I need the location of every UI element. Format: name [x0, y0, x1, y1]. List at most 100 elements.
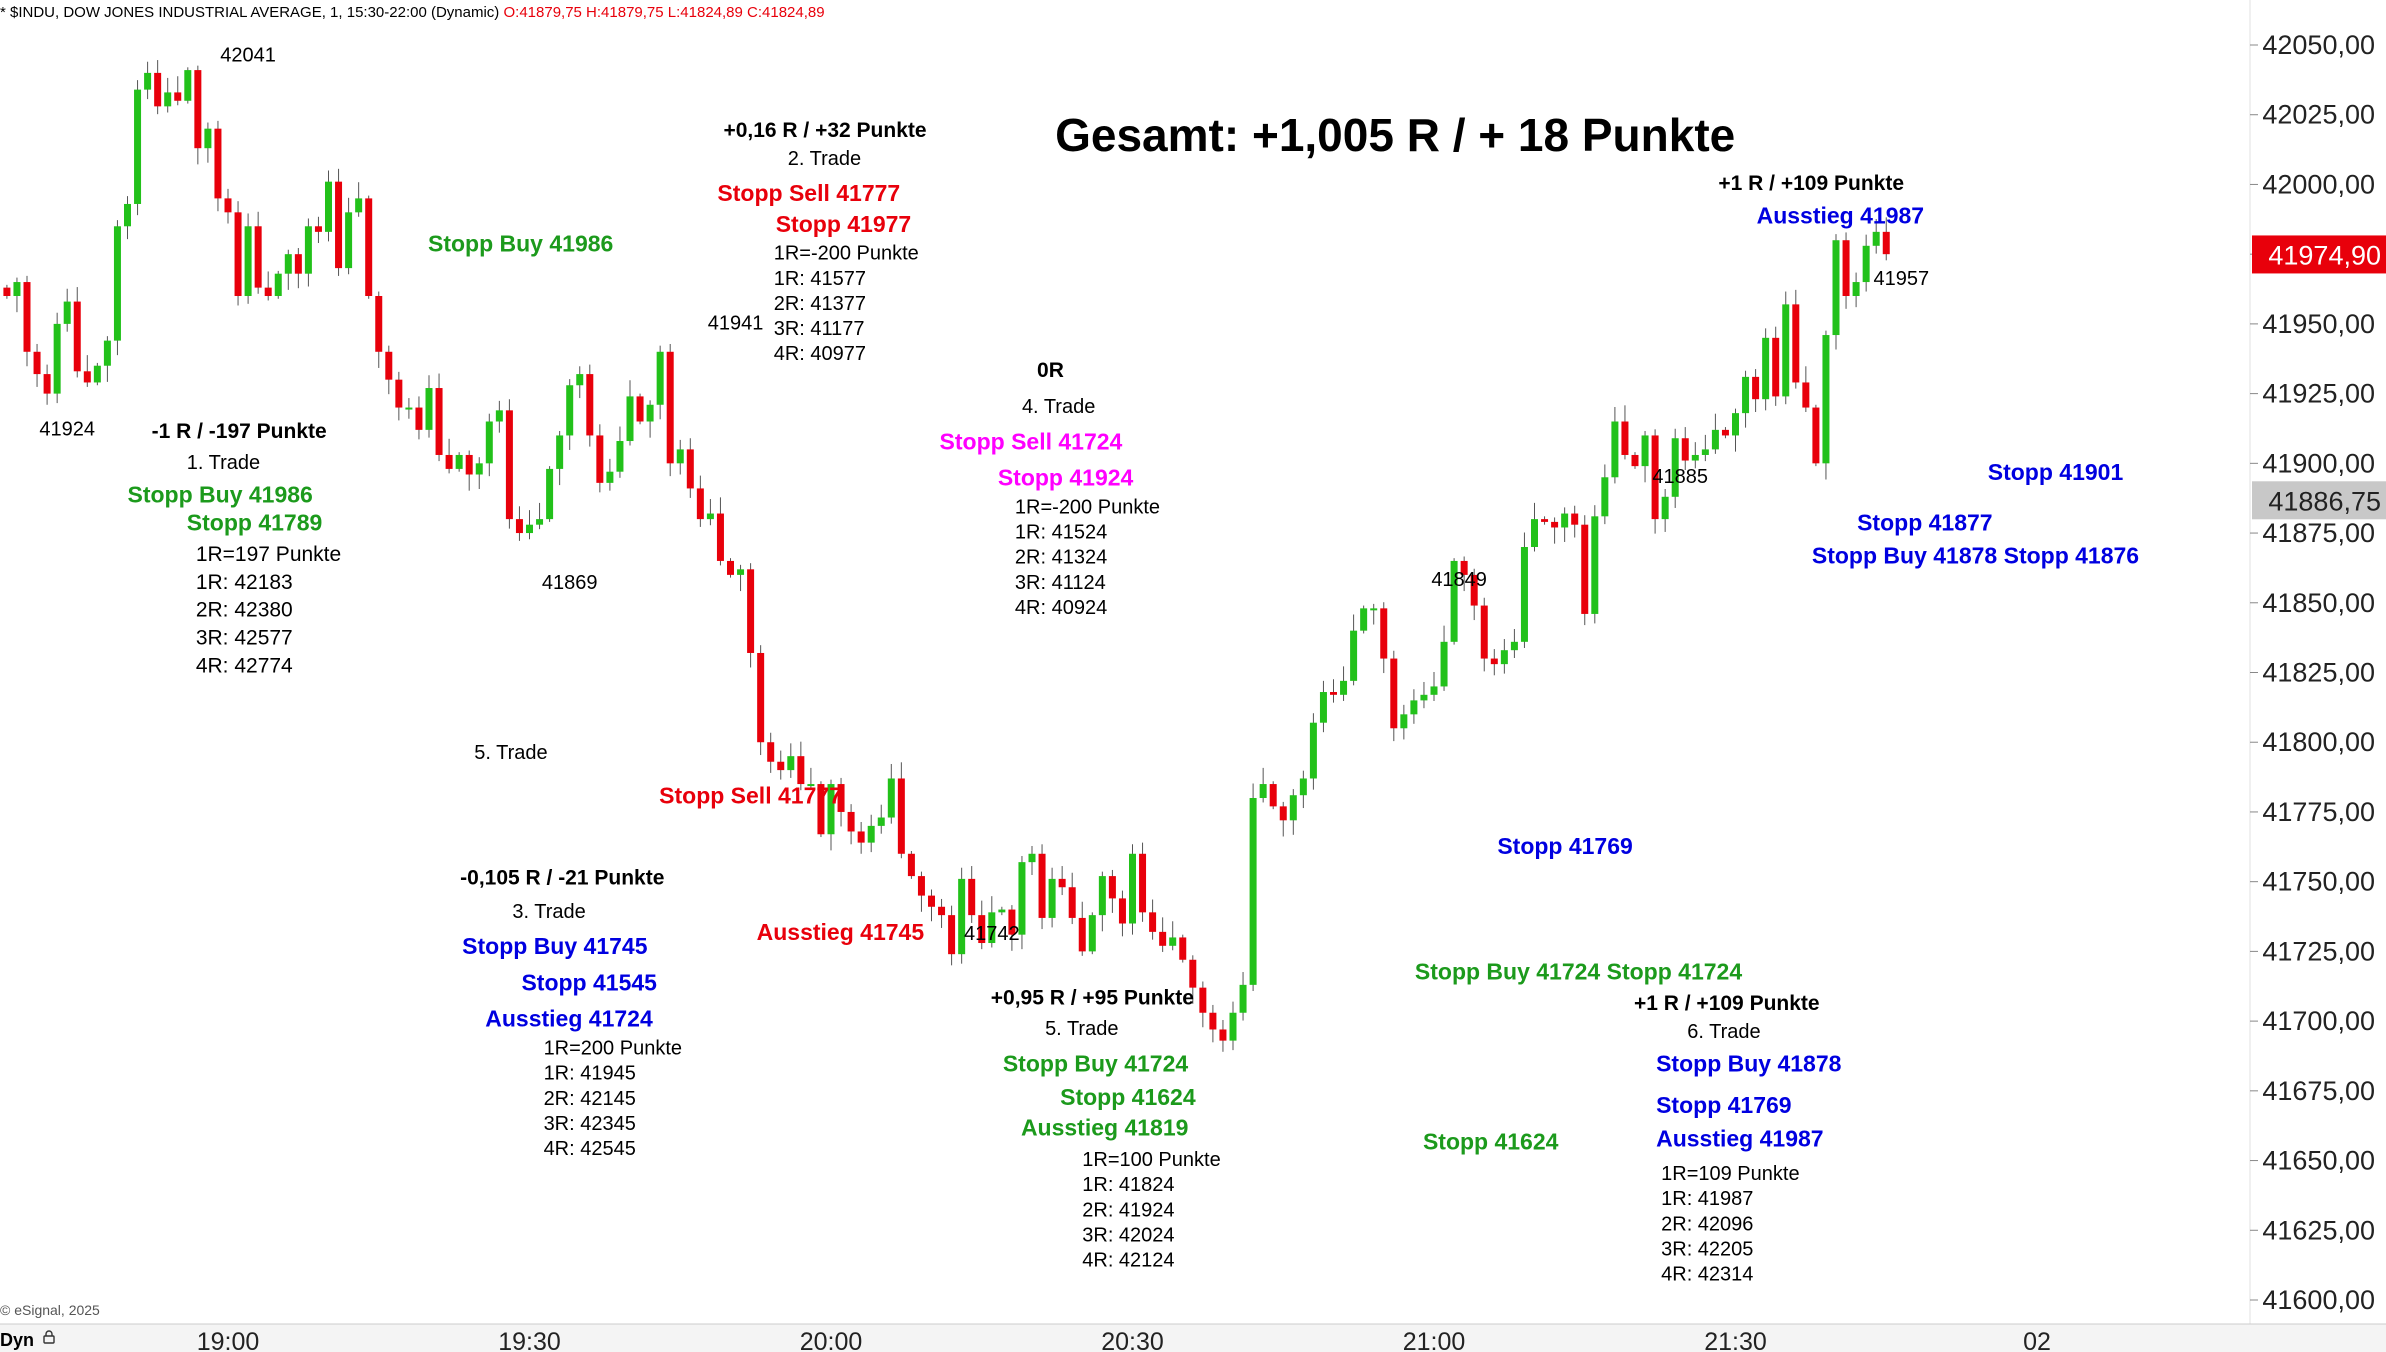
price-axis-bg [2250, 0, 2386, 1324]
chart-annotation: +0,16 R / +32 Punkte [723, 119, 926, 142]
candle [1440, 625, 1448, 691]
price-tag: 41886,75 [2252, 481, 2386, 520]
candle [978, 900, 986, 950]
chart-annotation: 41957 [1874, 268, 1930, 290]
candle [134, 80, 142, 216]
candle [536, 502, 544, 530]
candle [1611, 406, 1619, 484]
chart-annotation: 3. Trade [512, 901, 585, 923]
candle [1792, 289, 1800, 389]
candle [1531, 502, 1538, 552]
chart-annotation: Stopp Sell 41777 [717, 180, 900, 206]
candle [1169, 921, 1177, 951]
candle [1721, 427, 1729, 439]
candle [1088, 912, 1096, 955]
chart-annotation: 41885 [1652, 466, 1708, 488]
candle [1179, 934, 1187, 963]
candle [1631, 452, 1639, 469]
candle [234, 201, 242, 306]
candle [1139, 842, 1147, 922]
candle [1129, 844, 1136, 935]
chart-annotation: 3R: 42024 [1082, 1224, 1174, 1246]
candles-layer [3, 60, 1890, 1052]
dynamic-mode-label[interactable]: Dyn [0, 1330, 35, 1350]
price-tick-label: 41925,00 [2262, 379, 2375, 409]
candle [1299, 770, 1307, 809]
candle [787, 743, 795, 778]
candle [897, 762, 905, 859]
candle [1018, 856, 1026, 950]
candle [747, 563, 755, 668]
candle [254, 211, 262, 294]
candle [1872, 219, 1880, 254]
candle [1842, 232, 1850, 309]
candle [1098, 871, 1106, 932]
time-tick-label: 19:00 [197, 1328, 260, 1352]
candle [244, 213, 252, 304]
candle [284, 249, 292, 290]
chart-annotation: 3R: 42205 [1661, 1238, 1753, 1260]
candle [465, 450, 473, 491]
candle [113, 220, 121, 356]
candle [706, 499, 714, 526]
chart-annotation: 4R: 42774 [196, 655, 293, 678]
candle [1601, 464, 1609, 525]
chart-annotation: 4R: 40977 [774, 343, 866, 365]
candle [988, 896, 996, 948]
candle [1782, 291, 1790, 405]
candle [867, 814, 875, 853]
chart-annotation: -0,105 R / -21 Punkte [460, 866, 664, 889]
candle [154, 60, 162, 115]
candle [556, 430, 564, 486]
chart-annotation: 2R: 42096 [1661, 1213, 1753, 1235]
time-axis[interactable]: 19:00 19:30 20:00 20:30 21:00 21:30 02 [0, 1323, 2386, 1352]
candle [877, 804, 885, 834]
candle [1500, 639, 1508, 674]
candle [194, 65, 202, 165]
chart-annotation: 1. Trade [187, 452, 260, 474]
candle [1651, 429, 1659, 534]
chart-annotation: +0,95 R / +95 Punkte [991, 986, 1194, 1009]
chart-annotation: 41849 [1431, 569, 1487, 591]
candle [445, 438, 453, 474]
candle [1350, 614, 1358, 686]
chart-annotation: 1R: 42183 [196, 571, 293, 594]
lock-icon[interactable] [42, 1330, 56, 1344]
chart-annotation: Stopp Buy 41878 [1656, 1050, 1842, 1076]
price-tick-label: 41800,00 [2262, 727, 2375, 757]
candle [1581, 515, 1589, 626]
chart-annotation: 1R=109 Punkte [1661, 1163, 1799, 1185]
candle [1882, 217, 1890, 261]
candle [938, 898, 946, 928]
candle [224, 188, 232, 224]
price-tick-label: 41675,00 [2262, 1076, 2375, 1106]
price-axis[interactable]: 42050,0042025,0042000,0041975,0041950,00… [2249, 0, 2386, 1324]
chart-annotation: Stopp Buy 41878 Stopp 41876 [1812, 543, 2139, 569]
chart-annotation: 1R: 41824 [1082, 1174, 1174, 1196]
candle [1681, 427, 1689, 471]
candle [1118, 890, 1126, 937]
candle [1621, 405, 1629, 460]
candle [144, 61, 152, 100]
candle [375, 291, 383, 368]
candle [53, 312, 61, 404]
time-axis-bg [0, 1324, 2386, 1352]
chart-annotation: 41869 [542, 572, 598, 594]
candle [1470, 568, 1478, 621]
candle [325, 170, 332, 242]
candle [1189, 955, 1197, 1004]
candle [1108, 869, 1116, 913]
chart-annotation: 1R: 41987 [1661, 1188, 1753, 1210]
price-tick-label: 41625,00 [2262, 1215, 2375, 1245]
candle [1058, 866, 1066, 896]
candle [948, 905, 956, 966]
candle [174, 76, 182, 106]
candle [1520, 532, 1528, 648]
candle [797, 741, 805, 791]
candle [857, 821, 865, 854]
candle [63, 288, 71, 332]
chart-annotation: 3R: 42345 [544, 1113, 636, 1135]
candle [666, 343, 674, 477]
chart-annotation: Gesamt: +1,005 R / + 18 Punkte [1055, 109, 1735, 161]
